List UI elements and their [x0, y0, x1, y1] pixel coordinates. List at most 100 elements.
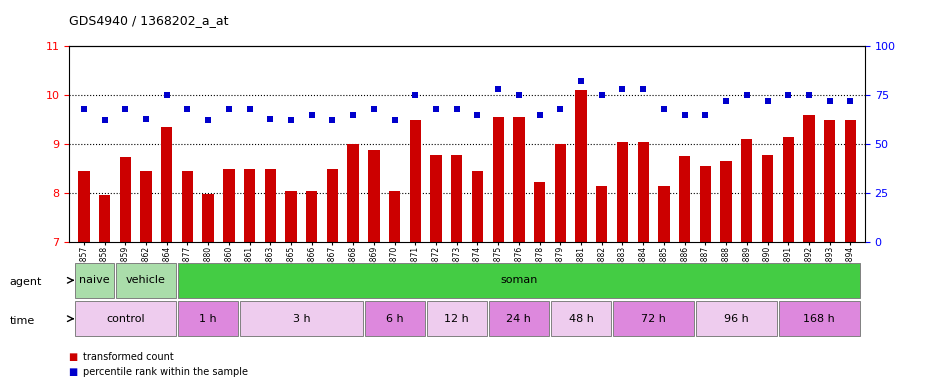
- Point: [615, 86, 630, 92]
- Point: [242, 106, 257, 112]
- Bar: [783, 137, 794, 384]
- Bar: [489, 301, 549, 336]
- Text: 6 h: 6 h: [386, 314, 403, 324]
- Bar: [451, 155, 462, 384]
- Point: [117, 106, 132, 112]
- Bar: [803, 115, 815, 384]
- Point: [635, 86, 650, 92]
- Point: [346, 112, 361, 118]
- Point: [574, 78, 588, 84]
- Text: 96 h: 96 h: [724, 314, 749, 324]
- Text: ■: ■: [69, 367, 81, 377]
- Text: control: control: [106, 314, 144, 324]
- Bar: [99, 195, 110, 384]
- Point: [553, 106, 568, 112]
- Text: 72 h: 72 h: [641, 314, 666, 324]
- Bar: [181, 171, 193, 384]
- Text: 12 h: 12 h: [444, 314, 469, 324]
- Bar: [368, 150, 379, 384]
- Text: 3 h: 3 h: [292, 314, 310, 324]
- Point: [491, 86, 506, 92]
- Bar: [492, 117, 504, 384]
- Bar: [244, 169, 255, 384]
- Point: [843, 98, 857, 104]
- Bar: [327, 169, 339, 384]
- Point: [201, 118, 216, 124]
- Bar: [613, 301, 694, 336]
- Text: 1 h: 1 h: [200, 314, 217, 324]
- Bar: [203, 194, 214, 384]
- Bar: [426, 301, 487, 336]
- Text: transformed count: transformed count: [83, 352, 174, 362]
- Point: [677, 112, 692, 118]
- Bar: [410, 119, 421, 384]
- Point: [595, 92, 610, 98]
- Point: [284, 118, 299, 124]
- Point: [802, 92, 817, 98]
- Bar: [741, 139, 753, 384]
- Point: [139, 116, 154, 122]
- Point: [304, 112, 319, 118]
- Point: [428, 106, 443, 112]
- Point: [77, 106, 92, 112]
- Text: percentile rank within the sample: percentile rank within the sample: [83, 367, 248, 377]
- Bar: [388, 190, 401, 384]
- Bar: [265, 169, 276, 384]
- Point: [470, 112, 485, 118]
- Bar: [161, 127, 172, 384]
- Point: [698, 112, 713, 118]
- Point: [263, 116, 278, 122]
- Bar: [637, 142, 649, 384]
- Point: [512, 92, 526, 98]
- Bar: [721, 161, 732, 384]
- Bar: [659, 185, 670, 384]
- Point: [180, 106, 195, 112]
- Point: [532, 112, 547, 118]
- Text: 168 h: 168 h: [804, 314, 835, 324]
- Point: [719, 98, 734, 104]
- Bar: [240, 301, 363, 336]
- Text: 48 h: 48 h: [569, 314, 594, 324]
- Bar: [223, 169, 235, 384]
- Point: [450, 106, 464, 112]
- Bar: [824, 119, 835, 384]
- Text: 24 h: 24 h: [507, 314, 531, 324]
- Bar: [116, 263, 176, 298]
- Bar: [348, 144, 359, 384]
- Point: [739, 92, 754, 98]
- Point: [159, 92, 174, 98]
- Bar: [75, 301, 176, 336]
- Text: time: time: [9, 316, 34, 326]
- Bar: [306, 190, 317, 384]
- Bar: [364, 301, 425, 336]
- Bar: [513, 117, 524, 384]
- Bar: [596, 185, 608, 384]
- Bar: [472, 171, 483, 384]
- Bar: [555, 144, 566, 384]
- Bar: [699, 166, 711, 384]
- Bar: [141, 171, 152, 384]
- Point: [760, 98, 775, 104]
- Bar: [575, 90, 586, 384]
- Point: [97, 118, 112, 124]
- Bar: [79, 171, 90, 384]
- Bar: [75, 263, 114, 298]
- Bar: [430, 155, 442, 384]
- Bar: [119, 157, 131, 384]
- Text: GDS4940 / 1368202_a_at: GDS4940 / 1368202_a_at: [69, 14, 228, 27]
- Bar: [779, 301, 859, 336]
- Point: [388, 118, 402, 124]
- Point: [408, 92, 423, 98]
- Bar: [679, 156, 690, 384]
- Bar: [551, 301, 611, 336]
- Text: vehicle: vehicle: [126, 275, 166, 285]
- Point: [366, 106, 381, 112]
- Bar: [179, 301, 239, 336]
- Point: [325, 118, 339, 124]
- Bar: [179, 263, 859, 298]
- Bar: [617, 142, 628, 384]
- Text: agent: agent: [9, 277, 42, 287]
- Bar: [534, 182, 546, 384]
- Text: ■: ■: [69, 352, 81, 362]
- Bar: [285, 190, 297, 384]
